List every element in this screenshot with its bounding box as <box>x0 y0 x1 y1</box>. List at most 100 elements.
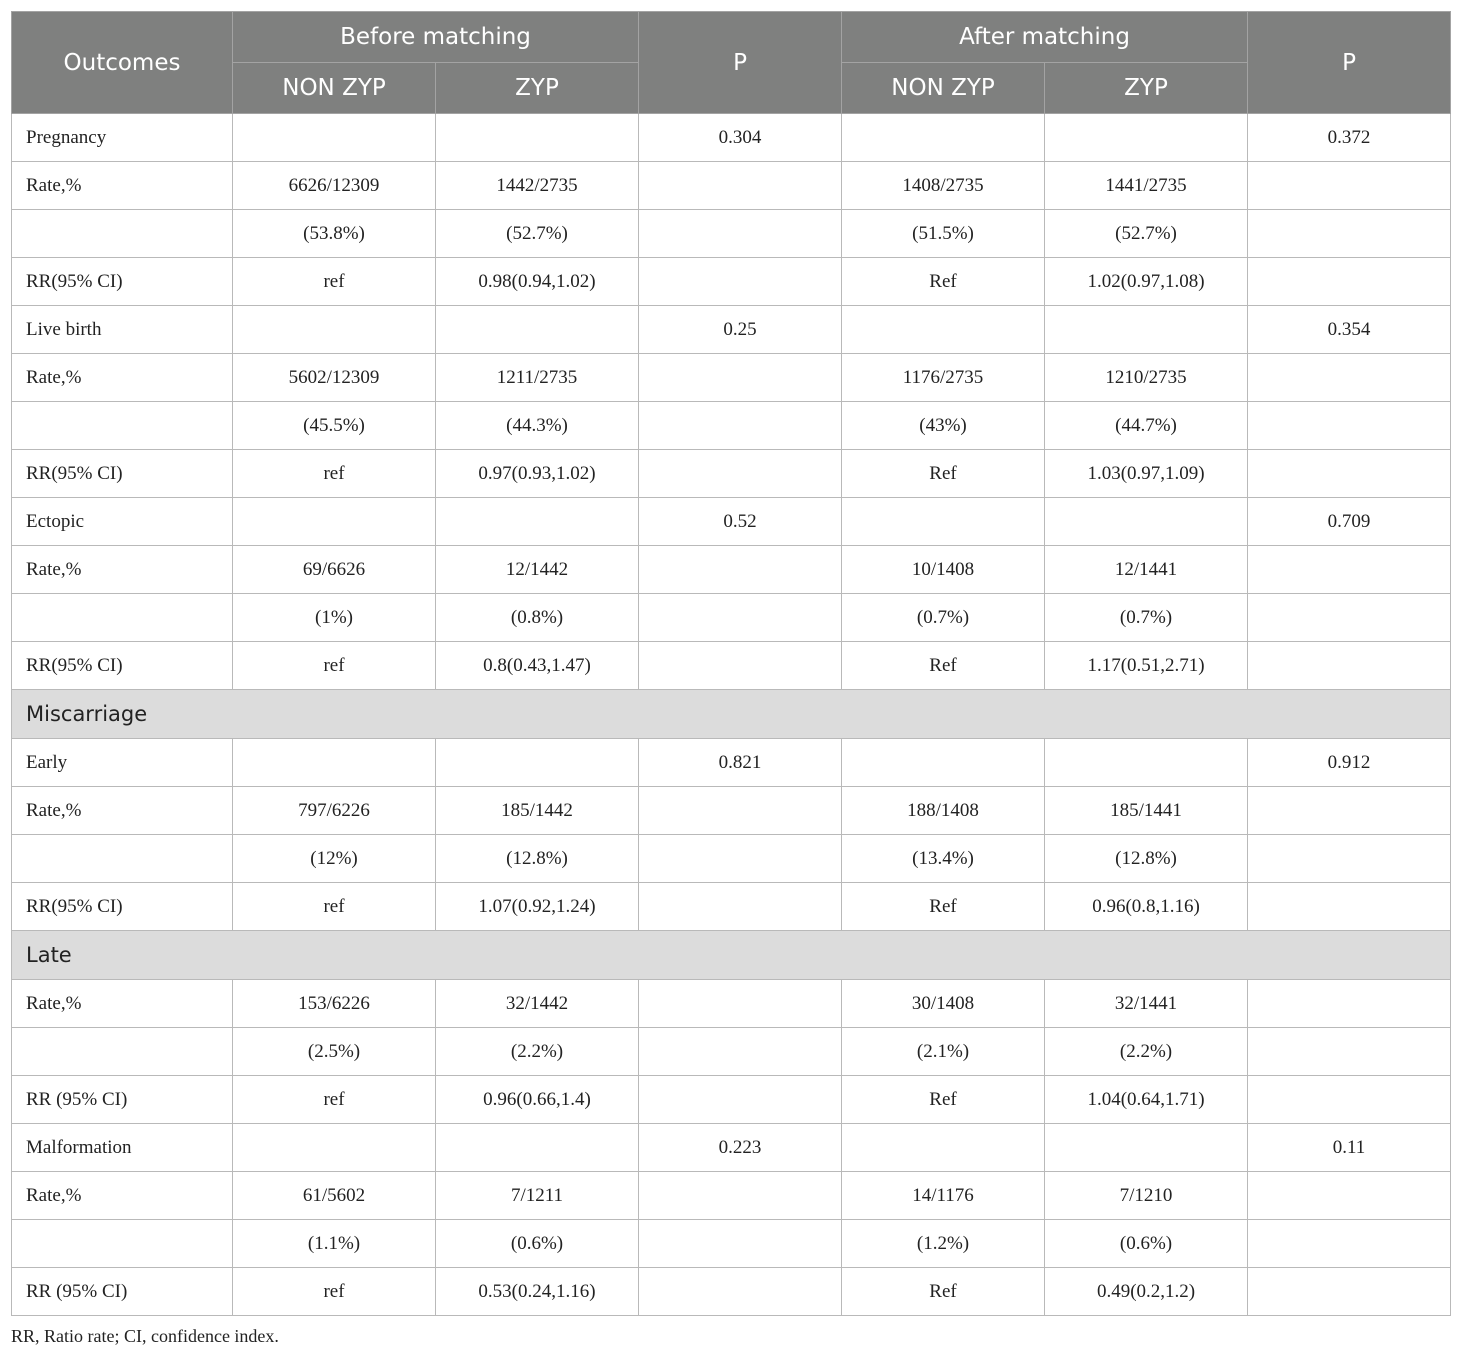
cell-after-zyp: 12/1441 <box>1044 545 1249 594</box>
cell-p-before <box>638 545 843 594</box>
table-row: (1.1%) (0.6%) (1.2%) (0.6%) <box>11 1219 1452 1268</box>
cell-p-before: 0.25 <box>638 305 843 354</box>
cell-p-after <box>1247 641 1452 690</box>
cell-p-before <box>638 641 843 690</box>
cell-p-before: 0.821 <box>638 738 843 787</box>
cell-p-after <box>1247 401 1452 450</box>
table-row: Pregnancy 0.304 0.372 <box>11 113 1452 162</box>
cell-before-zyp: (2.2%) <box>434 1027 640 1076</box>
cell-before-zyp: 1.07(0.92,1.24) <box>434 882 640 931</box>
cell-outcome-label: Early <box>11 738 233 787</box>
cell-p-after <box>1247 1171 1452 1220</box>
cell-after-non-zyp: (1.2%) <box>841 1219 1046 1268</box>
cell-outcome-label <box>11 1027 233 1076</box>
cell-after-non-zyp <box>841 305 1046 354</box>
cell-p-after <box>1247 882 1452 931</box>
cell-p-before <box>638 882 843 931</box>
cell-before-non-zyp: ref <box>232 1075 436 1124</box>
cell-before-non-zyp: 153/6226 <box>232 979 436 1028</box>
table-row: Rate,% 61/5602 7/1211 14/1176 7/1210 <box>11 1171 1452 1220</box>
cell-p-before <box>638 593 843 642</box>
cell-p-after: 0.912 <box>1247 738 1452 787</box>
cell-before-zyp: 1442/2735 <box>434 161 640 210</box>
cell-before-zyp: 0.53(0.24,1.16) <box>434 1267 640 1316</box>
cell-before-non-zyp: (1%) <box>232 593 436 642</box>
cell-p-after: 0.709 <box>1247 497 1452 546</box>
cell-outcome-label <box>11 1219 233 1268</box>
table-row: Live birth 0.25 0.354 <box>11 305 1452 354</box>
cell-p-before <box>638 161 843 210</box>
cell-before-zyp: 0.98(0.94,1.02) <box>434 257 640 306</box>
cell-before-non-zyp: (2.5%) <box>232 1027 436 1076</box>
cell-before-non-zyp: 61/5602 <box>232 1171 436 1220</box>
cell-after-zyp <box>1044 305 1249 354</box>
cell-p-after: 0.354 <box>1247 305 1452 354</box>
cell-before-non-zyp <box>232 305 436 354</box>
cell-before-zyp: (52.7%) <box>434 209 640 258</box>
table-row: Early 0.821 0.912 <box>11 738 1452 787</box>
table-row: Malformation 0.223 0.11 <box>11 1123 1452 1172</box>
cell-p-after <box>1247 1075 1452 1124</box>
cell-p-after <box>1247 979 1452 1028</box>
cell-p-before <box>638 1267 843 1316</box>
cell-before-non-zyp <box>232 1123 436 1172</box>
cell-outcome-label: RR(95% CI) <box>11 257 233 306</box>
cell-before-zyp: 32/1442 <box>434 979 640 1028</box>
cell-p-before: 0.223 <box>638 1123 843 1172</box>
cell-before-non-zyp: 5602/12309 <box>232 353 436 402</box>
cell-p-after <box>1247 449 1452 498</box>
cell-outcome-label: RR(95% CI) <box>11 449 233 498</box>
table-row: RR(95% CI) ref 0.97(0.93,1.02) Ref 1.03(0.97… <box>11 449 1452 498</box>
cell-p-before <box>638 1219 843 1268</box>
cell-before-zyp: 7/1211 <box>434 1171 640 1220</box>
header-p-after: P <box>1247 11 1452 114</box>
cell-p-before <box>638 401 843 450</box>
cell-p-before <box>638 353 843 402</box>
cell-p-after <box>1247 209 1452 258</box>
header-before-non-zyp: NON ZYP <box>232 62 436 114</box>
table-row: RR (95% CI) ref 0.53(0.24,1.16) Ref 0.49(0.2… <box>11 1267 1452 1316</box>
cell-before-non-zyp: (53.8%) <box>232 209 436 258</box>
cell-after-non-zyp: Ref <box>841 257 1046 306</box>
header-after-matching: After matching <box>841 11 1249 63</box>
cell-before-zyp <box>434 497 640 546</box>
cell-after-zyp: 1.03(0.97,1.09) <box>1044 449 1249 498</box>
table-body: Pregnancy 0.304 0.372 Rate,% 6626/12309 1442/… <box>10 113 1452 1316</box>
cell-after-non-zyp: 14/1176 <box>841 1171 1046 1220</box>
cell-p-before <box>638 1075 843 1124</box>
cell-before-zyp: 0.96(0.66,1.4) <box>434 1075 640 1124</box>
table-row: (1%) (0.8%) (0.7%) (0.7%) <box>11 593 1452 642</box>
cell-after-non-zyp: Ref <box>841 641 1046 690</box>
cell-before-non-zyp: 6626/12309 <box>232 161 436 210</box>
table-row: (45.5%) (44.3%) (43%) (44.7%) <box>11 401 1452 450</box>
cell-before-zyp: 0.8(0.43,1.47) <box>434 641 640 690</box>
cell-before-non-zyp: (45.5%) <box>232 401 436 450</box>
table-row: RR(95% CI) ref 1.07(0.92,1.24) Ref 0.96(0.8,… <box>11 882 1452 931</box>
cell-after-zyp: (52.7%) <box>1044 209 1249 258</box>
cell-p-after <box>1247 1267 1452 1316</box>
cell-after-zyp: 1.17(0.51,2.71) <box>1044 641 1249 690</box>
cell-after-non-zyp: 1408/2735 <box>841 161 1046 210</box>
cell-outcome-label: Ectopic <box>11 497 233 546</box>
header-p-before: P <box>638 11 843 114</box>
cell-outcome-label: RR (95% CI) <box>11 1267 233 1316</box>
cell-p-before <box>638 786 843 835</box>
cell-p-after: 0.11 <box>1247 1123 1452 1172</box>
cell-p-before <box>638 834 843 883</box>
cell-before-zyp: (0.6%) <box>434 1219 640 1268</box>
cell-p-after <box>1247 353 1452 402</box>
cell-p-after <box>1247 834 1452 883</box>
cell-before-zyp: (44.3%) <box>434 401 640 450</box>
cell-after-non-zyp: Ref <box>841 882 1046 931</box>
cell-before-zyp <box>434 738 640 787</box>
cell-outcome-label: Rate,% <box>11 786 233 835</box>
cell-outcome-label: RR(95% CI) <box>11 882 233 931</box>
table-row: Rate,% 797/6226 185/1442 188/1408 185/1441 <box>11 786 1452 835</box>
cell-p-before <box>638 1027 843 1076</box>
header-after-zyp: ZYP <box>1044 62 1249 114</box>
header-before-zyp: ZYP <box>434 62 640 114</box>
cell-outcome-label: RR (95% CI) <box>11 1075 233 1124</box>
cell-p-before <box>638 1171 843 1220</box>
cell-before-non-zyp <box>232 738 436 787</box>
cell-after-non-zyp: 10/1408 <box>841 545 1046 594</box>
